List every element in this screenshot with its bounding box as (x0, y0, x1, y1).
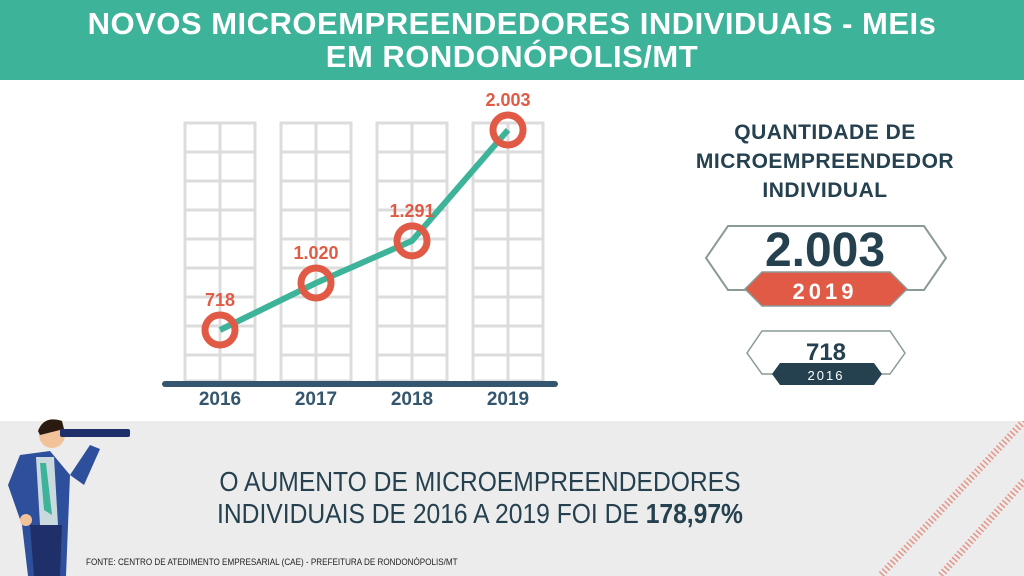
data-point-2017 (297, 264, 335, 302)
series-line (218, 128, 511, 333)
secondary-value: 718 (806, 339, 846, 366)
data-label: 1.291 (389, 201, 434, 221)
message-line-1: O AUMENTO DE MICROEMPREENDEDORES (219, 466, 741, 497)
title-line-2: EM RONDONÓPOLIS/MT (325, 39, 699, 74)
x-tick-label: 2016 (199, 389, 241, 410)
message-line-2: INDIVIDUAIS DE 2016 A 2019 FOI DE (217, 498, 639, 529)
data-point-2019 (489, 111, 527, 149)
bottom-band (0, 421, 1024, 576)
x-axis (162, 381, 558, 387)
summary-title-1: QUANTIDADE DE (734, 121, 916, 144)
x-tick-label: 2017 (295, 389, 337, 410)
businessman-telescope-illustration (8, 419, 130, 576)
summary-title-3: INDIVIDUAL (762, 179, 888, 202)
secondary-year-band (772, 363, 882, 385)
x-tick-label: 2018 (391, 389, 433, 410)
summary-title-2: MICROEMPREENDEDOR (695, 150, 955, 173)
main-value: 2.003 (765, 224, 885, 277)
increase-message: O AUMENTO DE MICROEMPREENDEDORES INDIVID… (190, 466, 771, 530)
data-label: 1.020 (293, 243, 338, 263)
increase-percentage: 178,97% (645, 498, 743, 529)
dotted-stripes-decoration (877, 421, 1024, 576)
title-line-1: NOVOS MICROEMPREENDEDORES INDIVIDUAIS - … (87, 6, 937, 41)
data-label: 2.003 (485, 90, 530, 110)
data-point-2016 (201, 311, 239, 349)
main-year: 2019 (793, 279, 858, 304)
data-point-2018 (393, 222, 431, 260)
x-tick-label: 2019 (487, 389, 529, 410)
summary-panel: QUANTIDADE DE MICROEMPREENDEDOR INDIVIDU… (660, 118, 990, 205)
line-chart: 718 1.020 1.291 2.003 2016 2017 2018 2019 (162, 90, 558, 410)
summary-badges: 2.003 2019 718 2016 (704, 224, 948, 385)
source-note: FONTE: CENTRO DE ATEDIMENTO EMPRESARIAL … (86, 557, 458, 567)
secondary-year: 2016 (808, 368, 845, 383)
main-year-band (743, 271, 909, 307)
page-header: NOVOS MICROEMPREENDEDORES INDIVIDUAIS - … (0, 0, 1024, 80)
data-label: 718 (205, 290, 235, 310)
